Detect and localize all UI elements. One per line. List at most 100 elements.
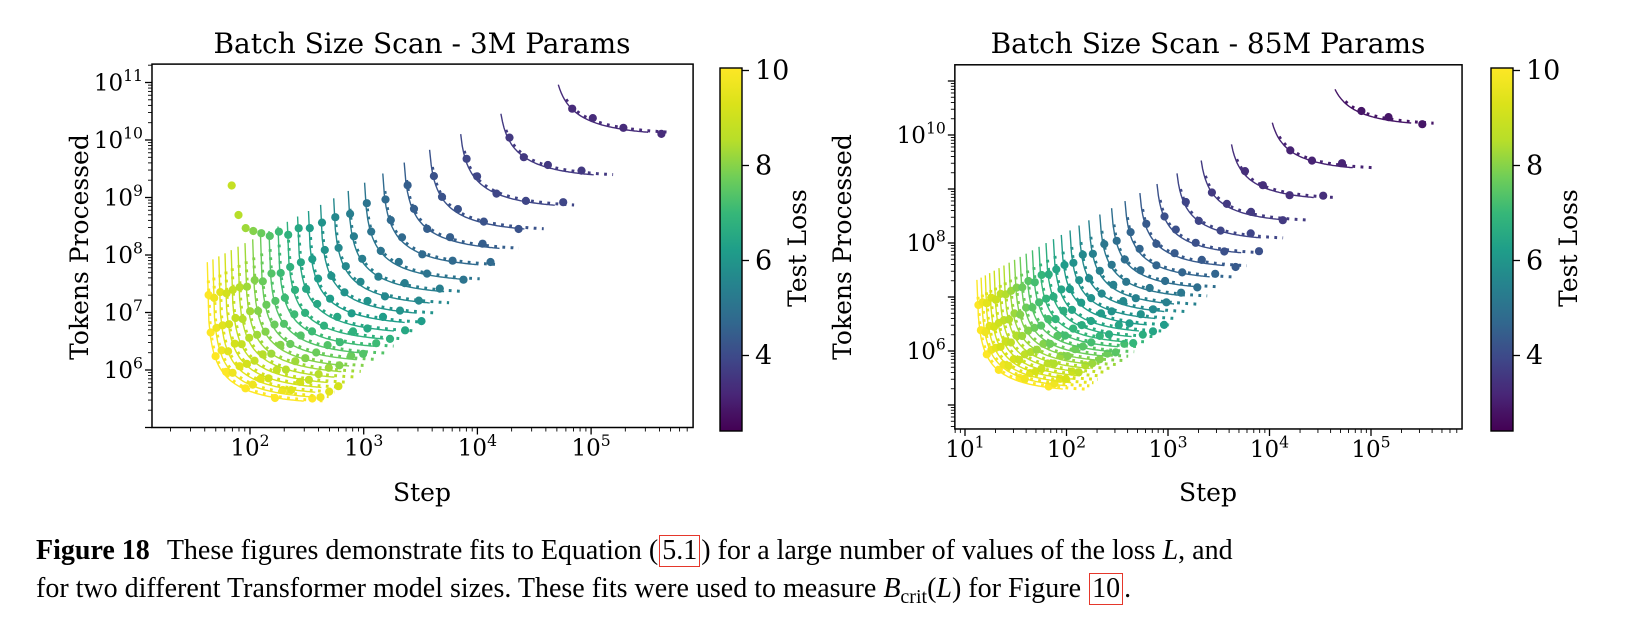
- data-point: [246, 307, 255, 316]
- data-trend-dotted-line: [237, 264, 354, 379]
- data-point: [400, 279, 409, 288]
- data-point: [492, 189, 501, 198]
- data-point: [276, 340, 285, 349]
- data-point: [1107, 260, 1116, 269]
- data-point: [543, 160, 553, 170]
- data-point: [1131, 294, 1140, 303]
- data-point: [1042, 294, 1051, 303]
- data-point: [304, 375, 313, 384]
- data-point: [1035, 298, 1044, 307]
- data-point: [302, 284, 311, 293]
- data-point: [327, 271, 336, 280]
- svg-text:109: 109: [104, 181, 143, 212]
- data-trend-dotted-line: [1008, 279, 1118, 367]
- data-point: [320, 245, 329, 255]
- loss-variable: L: [1162, 535, 1179, 566]
- loss-curve: [284, 221, 403, 343]
- caption-line-1: Figure 18 These figures demonstrate fits …: [36, 532, 1614, 570]
- loss-curve: [227, 181, 347, 384]
- data-trend-dotted-line: [1032, 266, 1141, 349]
- loss-curve: [1012, 259, 1123, 364]
- data-point: [1069, 258, 1078, 267]
- data-point: [1119, 297, 1128, 306]
- data-point: [429, 172, 438, 181]
- data-point: [1024, 326, 1033, 335]
- data-point: [505, 133, 514, 142]
- figure-ref-link[interactable]: 10: [1089, 573, 1124, 605]
- data-trend-dotted-line: [1014, 276, 1123, 362]
- colorbar-tick-label: 10: [755, 56, 789, 87]
- data-point: [346, 209, 355, 218]
- data-trend-dotted-line: [277, 244, 394, 348]
- loss-curve: [1060, 234, 1170, 329]
- data-point: [234, 210, 243, 220]
- data-point: [996, 342, 1005, 351]
- data-point: [437, 192, 447, 201]
- data-point: [1109, 280, 1118, 289]
- data-point: [981, 328, 990, 337]
- data-point: [394, 257, 403, 267]
- data-point: [409, 204, 419, 213]
- loss-curve: [1052, 239, 1162, 336]
- data-point: [1061, 331, 1070, 340]
- data-point: [417, 317, 426, 326]
- data-point: [1319, 191, 1328, 200]
- data-point: [435, 284, 444, 293]
- data-point: [333, 312, 342, 321]
- equation-ref-link[interactable]: 5.1: [659, 535, 701, 567]
- data-point: [1171, 225, 1180, 234]
- data-point: [473, 172, 482, 181]
- data-point: [401, 326, 410, 335]
- right-plot-ylabel: Tokens Processed: [828, 134, 857, 360]
- data-point: [1231, 262, 1240, 272]
- data-point: [1087, 338, 1096, 347]
- data-point: [1077, 321, 1086, 330]
- data-point: [271, 296, 280, 306]
- fit-line: [1334, 88, 1412, 124]
- data-point: [1152, 239, 1161, 248]
- data-point: [1026, 348, 1035, 357]
- data-point: [1051, 315, 1060, 324]
- data-point: [1032, 345, 1041, 354]
- loss-curve: [1271, 122, 1376, 170]
- loss-curve: [1044, 243, 1154, 339]
- right-plot-title: Batch Size Scan - 85M Params: [991, 27, 1426, 60]
- colorbar-tick-label: 8: [1526, 151, 1543, 182]
- colorbar-tick-label: 6: [755, 246, 772, 277]
- data-point: [1100, 240, 1109, 249]
- loss-curve: [294, 216, 414, 335]
- data-point: [270, 393, 280, 403]
- data-point: [1135, 244, 1144, 253]
- colorbar-tick-label: 10: [1526, 56, 1560, 87]
- svg-text:105: 105: [1351, 432, 1390, 463]
- loss-curve: [331, 198, 450, 305]
- data-trend-dotted-line: [1053, 255, 1162, 333]
- data-point: [1077, 298, 1086, 307]
- data-point: [414, 296, 423, 305]
- data-trend-dotted-line: [333, 216, 450, 305]
- data-point: [448, 256, 457, 265]
- svg-text:104: 104: [1250, 432, 1289, 463]
- data-point: [349, 232, 358, 241]
- svg-text:101: 101: [945, 432, 984, 463]
- data-point: [238, 314, 247, 324]
- data-point: [1111, 348, 1120, 357]
- data-trend-dotted-line: [260, 253, 377, 361]
- data-point: [334, 382, 343, 391]
- data-point: [308, 394, 317, 403]
- data-trend-dotted-line: [462, 150, 575, 207]
- caption-text: ) for Figure: [951, 573, 1089, 604]
- data-point: [1030, 323, 1039, 332]
- data-point: [1161, 276, 1170, 286]
- data-trend-dotted-line: [1158, 199, 1264, 255]
- data-point: [222, 367, 231, 376]
- data-point: [982, 299, 991, 308]
- data-point: [1053, 331, 1062, 340]
- data-point: [1065, 285, 1074, 294]
- data-point: [1006, 338, 1016, 347]
- data-point: [301, 354, 310, 363]
- loss-curve: [1334, 88, 1434, 129]
- data-point: [1049, 359, 1059, 368]
- data-point: [291, 357, 300, 366]
- data-point: [1177, 288, 1186, 297]
